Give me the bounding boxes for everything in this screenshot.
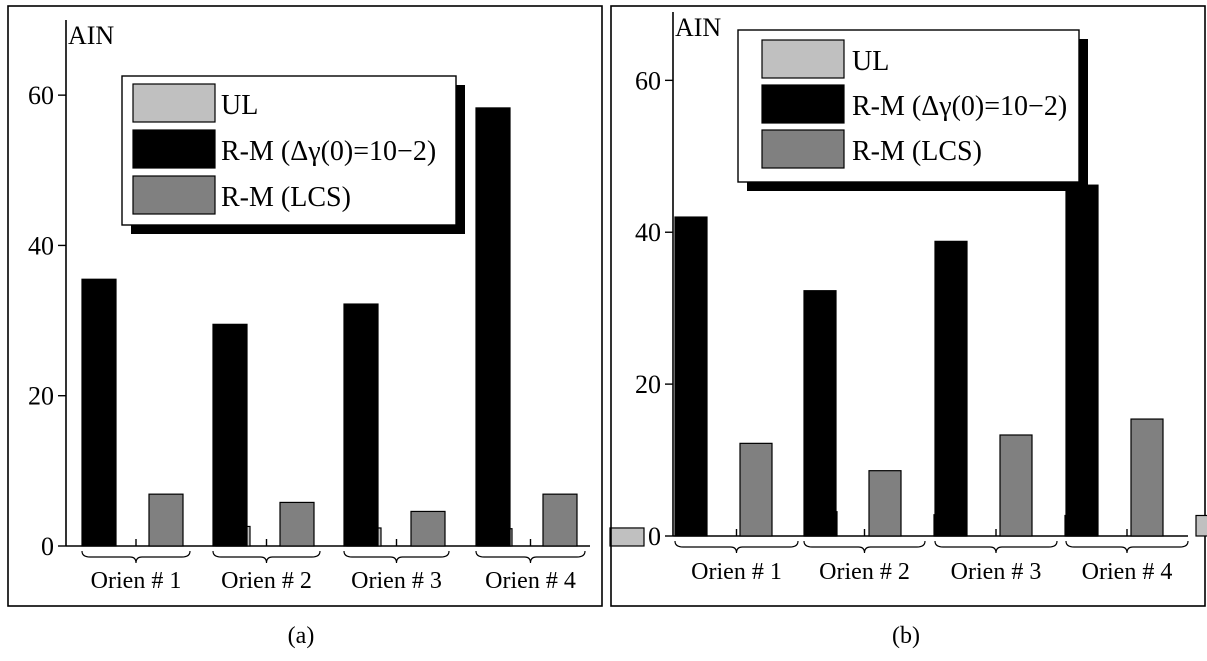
plot-frame <box>7 5 603 607</box>
bar-rm-lcs <box>279 501 315 547</box>
y-tick-label: 40 <box>635 218 661 247</box>
legend-entry: R-M (LCS) <box>221 182 351 213</box>
x-category-label: Orien # 3 <box>351 568 442 594</box>
legend-entry: R-M (Δγ(0)=10−2) <box>852 91 1067 122</box>
y-tick-label: 20 <box>28 382 54 411</box>
bar-rm-lcs <box>868 470 902 537</box>
legend-swatch <box>761 84 845 124</box>
y-axis-label: AIN <box>675 13 721 42</box>
figure-caption: (b) <box>892 623 920 649</box>
bar-ul <box>609 527 645 547</box>
x-category-label: Orien # 1 <box>91 568 182 594</box>
legend-swatch <box>132 175 216 215</box>
y-tick-label: 60 <box>28 81 54 110</box>
legend-entry: UL <box>852 46 889 77</box>
category-brace <box>212 550 321 564</box>
bar-rm-lcs <box>739 442 773 537</box>
bar-rm-delta <box>934 240 968 537</box>
category-brace <box>475 550 586 564</box>
category-brace <box>674 540 799 554</box>
bar-rm-delta <box>803 290 837 537</box>
legend-swatch <box>761 39 845 79</box>
x-category-label: Orien # 1 <box>691 559 782 585</box>
bar-rm-lcs <box>410 510 446 547</box>
y-tick-label: 40 <box>28 231 54 260</box>
category-brace <box>343 550 450 564</box>
category-brace <box>934 540 1058 554</box>
legend: UL R-M (Δγ(0)=10−2) R-M (LCS) <box>121 75 465 234</box>
x-category-label: Orien # 4 <box>1082 559 1173 585</box>
legend-entry: R-M (Δγ(0)=10−2) <box>221 136 436 167</box>
bar-rm-delta <box>475 107 511 547</box>
legend-swatch <box>132 129 216 169</box>
legend-entry: R-M (LCS) <box>852 136 982 167</box>
y-tick-label: 60 <box>635 66 661 95</box>
bar-rm-lcs <box>542 493 578 547</box>
x-category-label: Orien # 4 <box>485 568 576 594</box>
x-category-label: Orien # 3 <box>951 559 1042 585</box>
legend: UL R-M (Δγ(0)=10−2) R-M (LCS) <box>737 29 1088 191</box>
y-axis-label: AIN <box>68 21 114 50</box>
bar-rm-delta <box>81 278 117 547</box>
y-tick-label: 0 <box>41 532 54 561</box>
y-tick-label: 20 <box>635 370 661 399</box>
x-category-label: Orien # 2 <box>221 568 312 594</box>
chart-panel-a: 0 20 40 60 AIN Orien # 1 Orien # 2 Orien # 3 Ori… <box>7 5 645 649</box>
category-brace <box>81 550 191 564</box>
chart-panel-b: 0 20 40 60 AIN Orien # 1 Orien # 2 Orien # 3 Ori… <box>610 5 1207 649</box>
figure-caption: (a) <box>288 623 315 649</box>
category-brace <box>1065 540 1189 554</box>
x-category-label: Orien # 2 <box>819 559 910 585</box>
bar-rm-lcs <box>999 434 1033 537</box>
bar-rm-delta <box>674 216 708 537</box>
category-brace <box>803 540 926 554</box>
bar-rm-lcs <box>1130 418 1164 537</box>
bar-rm-delta <box>212 323 248 547</box>
bar-ul <box>1195 514 1207 537</box>
legend-swatch <box>132 83 216 123</box>
bar-rm-delta <box>1065 184 1099 537</box>
legend-entry: UL <box>221 90 258 121</box>
bar-rm-delta <box>343 303 379 547</box>
legend-swatch <box>761 129 845 169</box>
bar-rm-lcs <box>148 493 184 547</box>
plot-frame <box>610 5 1206 607</box>
y-tick-label: 0 <box>648 522 661 551</box>
